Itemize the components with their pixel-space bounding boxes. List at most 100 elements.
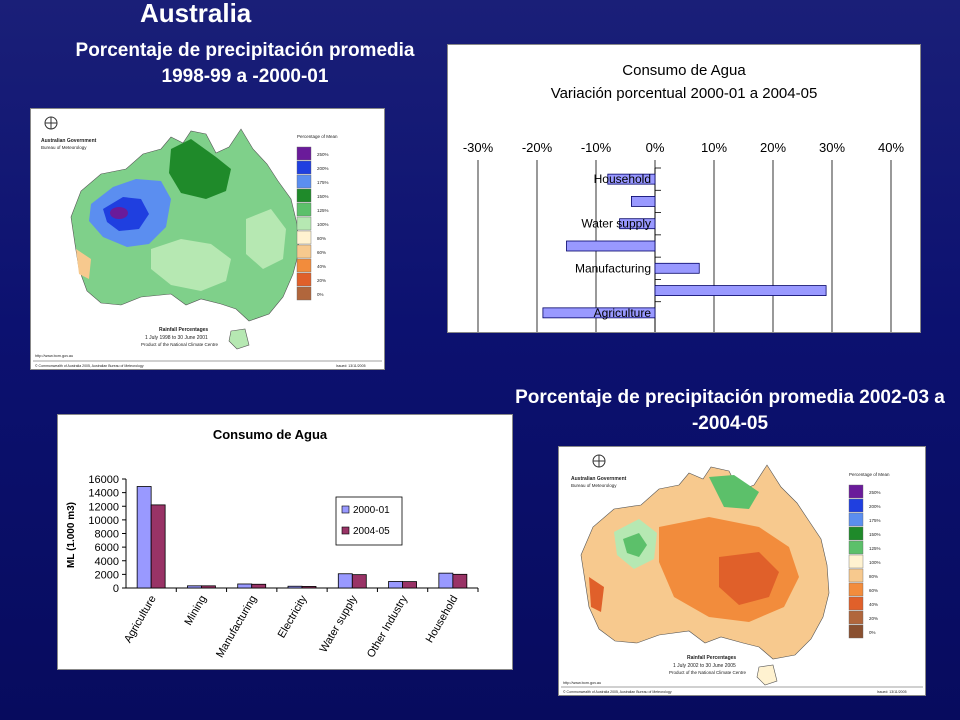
legend-swatch bbox=[296, 230, 312, 245]
bar-agriculture bbox=[542, 307, 656, 319]
legend-label: 60% bbox=[317, 250, 326, 255]
rainfall-map-1998-2001-svg: Australian Government Bureau of Meteorol… bbox=[31, 109, 384, 369]
legend-label: 40% bbox=[869, 602, 878, 607]
legend-label: 100% bbox=[869, 560, 881, 565]
x-tick-label: -30% bbox=[463, 140, 494, 155]
y-tick-label: 0 bbox=[113, 583, 119, 595]
x-tick-label: Mining bbox=[182, 594, 209, 628]
legend-title: Percentage of Mean bbox=[849, 472, 890, 477]
legend-swatch bbox=[341, 526, 350, 535]
x-tick-label: -10% bbox=[581, 140, 612, 155]
bar-manufacturing-0 bbox=[237, 583, 253, 589]
legend-swatch bbox=[296, 146, 312, 161]
legend-label: 20% bbox=[869, 616, 878, 621]
y-tick-label: 10000 bbox=[88, 515, 119, 527]
y-tick-label: 14000 bbox=[88, 488, 119, 500]
map-copyright: © Commonwealth of Australia 2005, Austra… bbox=[35, 364, 144, 368]
map-issued: Issued: 13/11/2005 bbox=[336, 364, 366, 368]
map-top-caption: Porcentaje de precipitación promedia 199… bbox=[75, 40, 415, 87]
map-legend: 250% 200% 175% 150% 125% 100% 80% 60% 40% 20% 0% bbox=[296, 146, 329, 301]
bar-other-industry-1 bbox=[402, 581, 417, 589]
y-axis-label: ML (1.000 m3) bbox=[66, 502, 77, 568]
x-tick-label: Agriculture bbox=[122, 594, 159, 646]
consumption-change-chart: Consumo de Agua Variación porcentual 200… bbox=[447, 44, 921, 333]
map-issued: Issued: 13/11/2005 bbox=[877, 690, 907, 694]
legend-label: 20% bbox=[317, 278, 326, 283]
category-label: Water supply bbox=[581, 217, 651, 231]
map-header-line2: Bureau of Meteorology bbox=[41, 145, 87, 150]
legend-swatch bbox=[296, 160, 312, 175]
x-tick-label: 40% bbox=[878, 140, 904, 155]
bar-agriculture-1 bbox=[150, 504, 166, 589]
legend-swatch bbox=[848, 526, 864, 541]
legend-label: 175% bbox=[317, 180, 329, 185]
category-label: Household bbox=[594, 172, 651, 186]
x-tick-label: Manufacturing bbox=[214, 594, 259, 660]
bar-water-supply bbox=[619, 218, 656, 230]
bar-water-supply-0 bbox=[337, 573, 353, 589]
legend-label: 80% bbox=[869, 574, 878, 579]
category-label: Agriculture bbox=[594, 306, 652, 320]
legend-label: 80% bbox=[317, 236, 326, 241]
legend-swatch bbox=[848, 498, 864, 513]
bar-mining-1 bbox=[201, 585, 216, 589]
y-tick-label: 6000 bbox=[95, 542, 119, 554]
chart-title: Consumo de Agua bbox=[213, 427, 328, 442]
map-bottom-caption: Porcentaje de precipitación promedia 200… bbox=[515, 387, 945, 434]
bar-mining bbox=[654, 285, 827, 296]
legend-swatch bbox=[848, 568, 864, 583]
legend-swatch bbox=[848, 554, 864, 569]
y-tick-label: 12000 bbox=[88, 501, 119, 513]
legend-swatch bbox=[296, 202, 312, 217]
legend-label: 125% bbox=[317, 208, 329, 213]
bar-other-industry-0 bbox=[388, 581, 403, 589]
rainfall-map-2002-2005: Australian Government Bureau of Meteorol… bbox=[558, 446, 926, 696]
australia-map-shape bbox=[70, 128, 300, 350]
legend-label: 100% bbox=[317, 222, 329, 227]
x-tick-label: 30% bbox=[819, 140, 845, 155]
x-tick-label: Other Industry bbox=[365, 593, 410, 660]
map-url: http://www.bom.gov.au bbox=[35, 354, 73, 358]
legend-swatch bbox=[848, 610, 864, 625]
bar-electricity-1 bbox=[301, 586, 317, 589]
map-footer-line3: Product of the National Climate Centre bbox=[669, 670, 747, 675]
legend-label: 0% bbox=[317, 292, 324, 297]
legend-label: 150% bbox=[869, 532, 881, 537]
australia-map-shape bbox=[580, 464, 830, 686]
category-label: Manufacturing bbox=[575, 261, 651, 275]
legend-swatch bbox=[296, 216, 312, 231]
government-crest-icon bbox=[44, 116, 58, 130]
legend-swatch bbox=[848, 512, 864, 527]
chart-legend bbox=[335, 496, 403, 546]
bar-household-0 bbox=[438, 572, 454, 589]
legend-swatch bbox=[296, 258, 312, 273]
legend-label: 60% bbox=[869, 588, 878, 593]
map-footer-line2: 1 July 2002 to 30 June 2005 bbox=[673, 663, 736, 669]
legend-label: 250% bbox=[317, 152, 329, 157]
y-tick-label: 2000 bbox=[95, 569, 119, 581]
map-footer-line1: Rainfall Percentages bbox=[159, 327, 208, 333]
legend-swatch bbox=[296, 188, 312, 203]
legend-swatch bbox=[296, 272, 312, 287]
legend-swatch bbox=[848, 582, 864, 597]
bar-other-industry bbox=[630, 196, 656, 207]
legend-label: 150% bbox=[317, 194, 329, 199]
legend-swatch bbox=[848, 540, 864, 555]
bar-manufacturing bbox=[654, 262, 700, 274]
slide-title: Australia bbox=[140, 0, 252, 28]
map-url: http://www.bom.gov.au bbox=[563, 681, 601, 685]
rainfall-map-2002-2005-svg: Australian Government Bureau of Meteorol… bbox=[559, 447, 925, 695]
legend-swatch bbox=[341, 505, 350, 514]
bar-mining-0 bbox=[187, 585, 202, 589]
government-crest-icon bbox=[592, 454, 606, 468]
legend-swatch bbox=[296, 244, 312, 259]
consumption-volume-chart: Consumo de Agua ML (1.000 m3) 0 2000 4000 6… bbox=[57, 414, 513, 670]
legend-label: 175% bbox=[869, 518, 881, 523]
y-tick-label: 8000 bbox=[95, 529, 119, 541]
map-header-line1: Australian Government bbox=[41, 138, 97, 144]
legend-label: 250% bbox=[869, 490, 881, 495]
legend-label: 2004-05 bbox=[353, 526, 390, 537]
x-tick-label: Water supply bbox=[318, 593, 361, 655]
bar-electricity bbox=[566, 240, 656, 252]
